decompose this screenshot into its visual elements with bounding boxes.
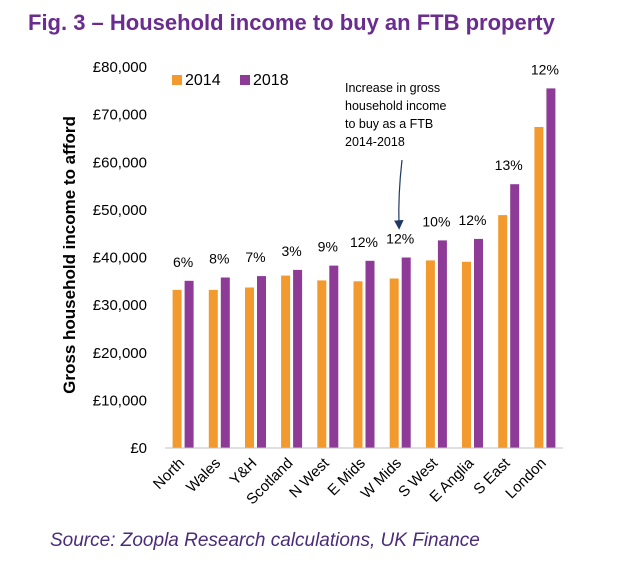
bar-2018 — [220, 277, 230, 448]
y-tick-label: £20,000 — [93, 345, 147, 362]
bars — [172, 88, 556, 449]
increase-label: 3% — [281, 243, 301, 259]
bar-2018 — [510, 184, 520, 448]
bar-2018 — [401, 257, 411, 448]
bar-2018 — [329, 265, 339, 448]
increase-label: 6% — [173, 254, 193, 270]
annotation-line-2: household income — [345, 99, 447, 113]
increase-label: 13% — [495, 157, 523, 173]
y-tick-label: £70,000 — [93, 107, 147, 124]
bar-2018 — [184, 280, 194, 448]
bar-2014 — [353, 281, 363, 448]
legend-label-2018: 2018 — [253, 72, 289, 89]
increase-label: 7% — [245, 249, 265, 265]
annotation-line-4: 2014-2018 — [345, 135, 405, 149]
y-tick-label: £80,000 — [93, 59, 147, 76]
bar-2014 — [281, 275, 291, 448]
chart-title: Fig. 3 – Household income to buy an FTB … — [28, 10, 555, 35]
bar-2014 — [317, 280, 327, 448]
x-tick-label: North — [150, 455, 188, 493]
y-tick-label: £0 — [130, 440, 147, 457]
annotation-arrow — [394, 159, 404, 230]
increase-label: 8% — [209, 251, 229, 267]
source-note: Source: Zoopla Research calculations, UK… — [50, 530, 480, 551]
x-tick-label: W Mids — [358, 455, 405, 502]
increase-label: 12% — [531, 61, 559, 77]
y-tick-label: £10,000 — [93, 392, 147, 409]
y-tick-label: £40,000 — [93, 250, 147, 267]
y-tick-label: £50,000 — [93, 202, 147, 219]
bar-2018 — [257, 276, 266, 448]
x-tick-label: N West — [286, 454, 333, 501]
legend-swatch-2018 — [240, 75, 250, 85]
x-tick-label: London — [502, 455, 549, 502]
bar-2014 — [425, 260, 435, 448]
x-tick-label: Wales — [183, 455, 224, 496]
bar-2018 — [474, 238, 483, 448]
annotation-line-3: to buy as a FTB — [345, 117, 433, 131]
y-axis-ticks: £0 £10,000 £20,000 £30,000 £40,000 £50,000 £60… — [93, 59, 147, 457]
legend: 2014 2018 — [172, 72, 289, 89]
legend-swatch-2014 — [172, 75, 182, 85]
increase-label: 12% — [386, 231, 414, 247]
bar-2018 — [293, 269, 303, 448]
increase-label: 12% — [458, 212, 486, 228]
bar-2018 — [546, 88, 556, 449]
y-tick-label: £60,000 — [93, 154, 147, 171]
bar-2014 — [172, 289, 182, 448]
bar-2014 — [389, 278, 399, 448]
bar-2014 — [245, 287, 254, 448]
increase-labels: 6% 8% 7% 3% 9% 12% 12% 10% 12% 13% 12% — [173, 61, 559, 269]
y-axis-label: Gross household income to afford — [60, 116, 79, 394]
bar-2018 — [437, 240, 447, 448]
bar-2014 — [534, 127, 544, 448]
legend-label-2014: 2014 — [185, 72, 221, 89]
bar-2014 — [498, 215, 508, 448]
bar-2014 — [208, 289, 218, 448]
increase-label: 10% — [422, 213, 450, 229]
bar-2018 — [365, 260, 375, 448]
bar-2014 — [462, 261, 471, 448]
annotation-line-1: Increase in gross — [345, 81, 440, 95]
y-tick-label: £30,000 — [93, 297, 147, 314]
increase-label: 9% — [318, 239, 338, 255]
increase-label: 12% — [350, 234, 378, 250]
annotation: Increase in gross household income to bu… — [345, 81, 447, 230]
